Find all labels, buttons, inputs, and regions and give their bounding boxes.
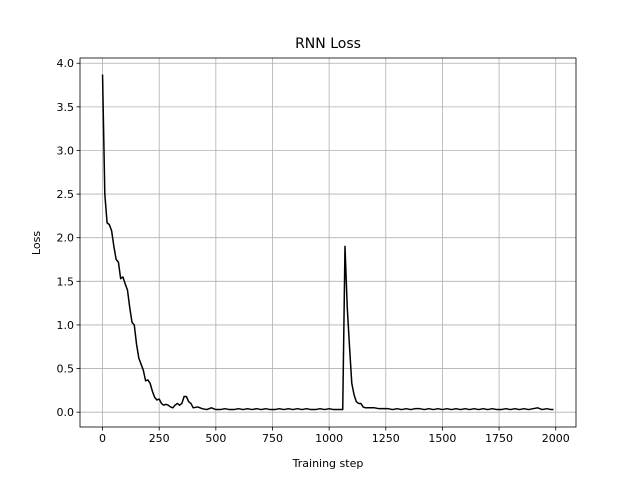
x-tick-label: 750 [262,432,283,445]
y-tick-label: 2.0 [57,232,75,245]
y-tick-label: 0.5 [57,363,75,376]
y-tick-label: 3.5 [57,101,75,114]
y-tick-label: 3.0 [57,144,75,157]
chart-title: RNN Loss [295,36,361,52]
plot-frame [79,57,577,428]
y-tick-label: 2.5 [57,188,75,201]
x-tick-label: 500 [205,432,226,445]
y-tick-label: 1.0 [57,319,75,332]
y-tick-label: 1.5 [57,275,75,288]
x-tick-label: 2000 [542,432,570,445]
x-tick-label: 1750 [485,432,513,445]
y-tick-label: 4.0 [57,57,75,70]
x-tick-label: 1000 [315,432,343,445]
x-tick-label: 0 [99,432,106,445]
x-tick-label: 1250 [372,432,400,445]
loss-line [101,74,554,411]
x-tick-label: 1500 [428,432,456,445]
y-axis-label: Loss [30,231,43,255]
y-tick-label: 0.0 [57,406,75,419]
x-tick-label: 250 [149,432,170,445]
x-axis-label: Training step [292,457,364,470]
